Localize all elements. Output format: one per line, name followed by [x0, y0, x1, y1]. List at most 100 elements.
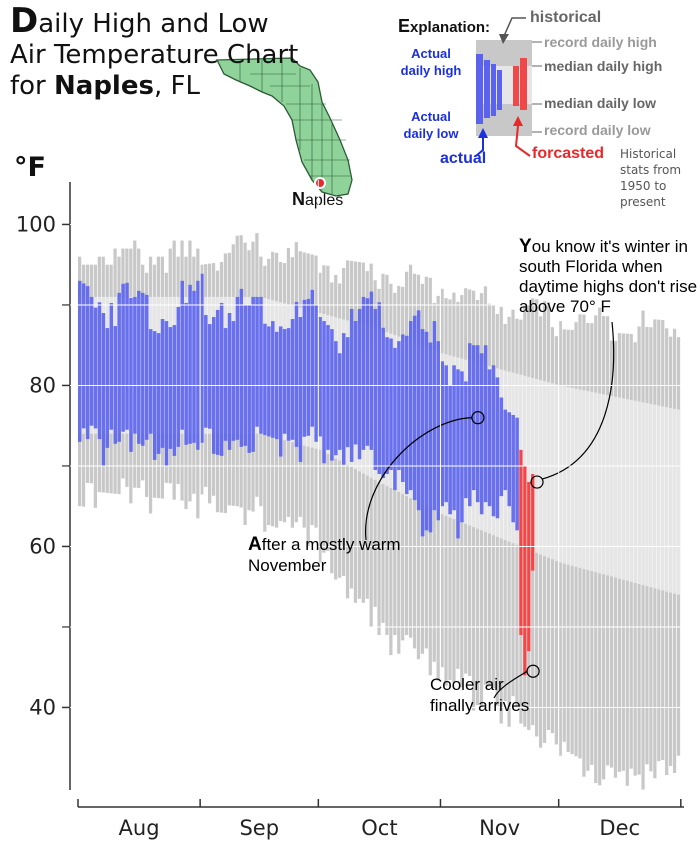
chart-grid	[70, 180, 690, 796]
actual-bar	[294, 301, 299, 447]
actual-bar	[172, 325, 177, 456]
normal-bar	[645, 403, 649, 587]
actual-bar	[306, 298, 311, 436]
normal-bar	[605, 395, 610, 576]
actual-bar	[271, 321, 275, 438]
legend-actual-label: actual	[440, 150, 487, 167]
actual-bar	[152, 331, 157, 460]
actual-bar	[101, 313, 106, 466]
actual-bar	[326, 325, 330, 450]
x-tick-label: Nov	[479, 816, 520, 840]
annotation-winter-initial: Y	[519, 236, 532, 257]
actual-bar	[408, 321, 413, 491]
actual-bar	[393, 347, 397, 491]
actual-bar	[338, 353, 342, 450]
annotation-winter-text: ou know it's winter in south Florida whe…	[519, 237, 698, 316]
title-line-2: Air Temperature Chart	[10, 40, 299, 70]
y-tick-label: 40	[29, 695, 56, 719]
actual-bar	[491, 365, 496, 517]
county-lines	[239, 60, 350, 194]
historical-note: Historical stats from 1950 to present	[620, 147, 682, 209]
actual-bar	[468, 343, 472, 507]
normal-bar	[574, 388, 578, 567]
actual-bar	[330, 329, 334, 461]
annotation-november-initial: A	[248, 534, 262, 555]
actual-bar	[227, 313, 232, 450]
normal-bar	[598, 393, 602, 574]
normal-bar	[527, 376, 531, 550]
legend-median-low-label: median daily low	[544, 95, 657, 111]
normal-bar	[570, 387, 574, 566]
normal-bar	[523, 375, 527, 549]
actual-bar	[235, 296, 240, 440]
legend-actual-bar-1	[476, 54, 483, 124]
y-tick-label: 80	[29, 373, 56, 397]
actual-bar	[428, 342, 433, 533]
actual-bar	[215, 309, 220, 455]
actual-bar	[200, 273, 204, 443]
chart-title: Daily High and Low Air Temperature Chart…	[10, 4, 299, 102]
actual-bar	[168, 327, 173, 449]
legend-actual-low-label: Actual daily low	[403, 109, 459, 141]
explanation-title: Explanation:	[398, 16, 490, 37]
actual-bar	[113, 326, 117, 444]
actual-bar	[515, 417, 519, 531]
legend-record-high-label: record daily high	[544, 34, 657, 50]
title-initial: D	[10, 1, 39, 41]
actual-bar	[310, 289, 314, 427]
x-tick-label: Aug	[119, 816, 160, 840]
actual-bar	[341, 333, 346, 465]
actual-bar	[361, 296, 366, 450]
legend-forecast-pointer	[514, 125, 531, 157]
actual-bar	[314, 304, 318, 442]
actual-bar	[377, 302, 381, 474]
actual-bar	[345, 337, 350, 448]
annotation-marker-winter	[530, 475, 544, 489]
actual-bar	[164, 321, 169, 466]
actual-bar	[452, 365, 456, 511]
actual-bar	[192, 290, 196, 443]
actual-bar	[365, 298, 370, 446]
legend-forecast-bar-1	[513, 66, 519, 106]
legend-actual-arrowhead	[478, 128, 488, 138]
actual-bar	[85, 286, 90, 440]
normal-bar	[676, 409, 681, 595]
title-line-3: for Naples, FL	[10, 71, 298, 102]
normal-bar	[546, 382, 551, 558]
actual-bar	[432, 321, 437, 511]
forecast-bar	[531, 474, 535, 571]
actual-bar	[89, 296, 94, 426]
legend-median-high-label: median daily high	[544, 58, 663, 74]
actual-bar	[397, 341, 401, 470]
normal-bar	[613, 396, 618, 578]
legend-actual-high-label: Actual daily high	[400, 46, 462, 78]
legend-forecast-label: forcasted	[532, 145, 605, 162]
y-tick-label: 60	[29, 534, 56, 558]
normal-bar	[672, 408, 677, 594]
normal-bar	[649, 403, 653, 588]
normal-bar	[621, 398, 625, 580]
actual-bar	[144, 294, 149, 440]
forecast-bar	[523, 465, 527, 676]
actual-bar	[373, 308, 378, 470]
x-tick-label: Oct	[361, 816, 397, 840]
normal-bar	[661, 406, 665, 591]
legend-historical-pointer	[503, 17, 526, 37]
actual-bar	[156, 333, 161, 454]
actual-bar	[278, 326, 283, 457]
actual-bar	[357, 308, 362, 460]
actual-bar	[503, 409, 508, 491]
actual-bar	[137, 290, 141, 444]
actual-bar	[401, 334, 405, 483]
actual-range-bars	[78, 273, 519, 539]
actual-bar	[472, 345, 476, 491]
actual-bar	[208, 324, 212, 429]
normal-bar	[558, 385, 562, 563]
actual-bar	[148, 329, 153, 434]
florida-map: Naples	[215, 57, 353, 209]
explanation-title-initial: E	[398, 16, 411, 36]
normal-bar	[550, 383, 555, 560]
actual-bar	[239, 288, 244, 447]
actual-bar	[286, 328, 291, 441]
normal-bar	[617, 397, 622, 579]
